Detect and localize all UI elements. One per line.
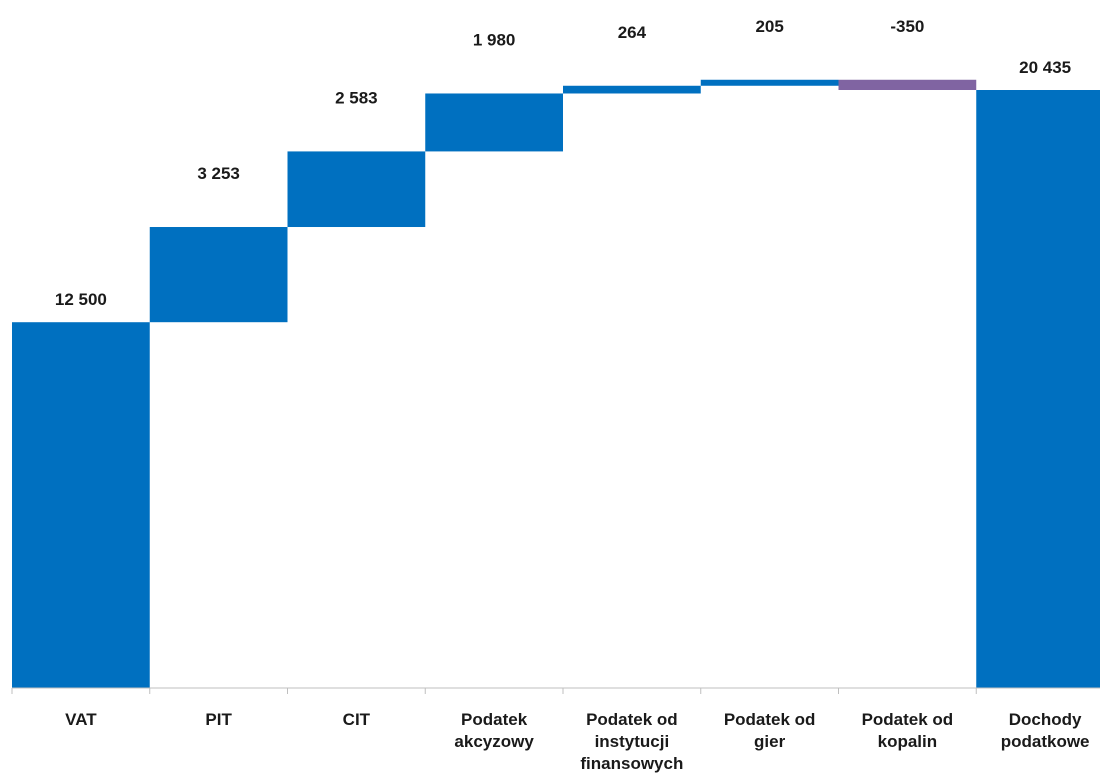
value-label-5: 264 [618,23,647,42]
category-label-line: gier [754,732,786,751]
category-label-line: Podatek od [862,710,954,729]
value-label-2: 3 253 [197,164,240,183]
category-label-6: Podatek od gier [724,710,816,751]
value-label-3: 2 583 [335,88,378,107]
value-label-1: 12 500 [55,290,107,309]
value-label-4: 1 980 [473,30,516,49]
value-label-6: 205 [755,17,783,36]
bar-4 [425,93,563,152]
category-label-line: Dochody [1009,710,1082,729]
value-label-8: 20 435 [1019,58,1071,77]
value-labels-group: 12 500 3 253 2 583 1 980 264 205 -350 20 435 [55,17,1071,309]
bar-7 [838,79,977,90]
category-label-7: Podatek od kopalin [862,710,954,751]
category-label-line: instytucji [595,732,670,751]
category-labels-group: VAT PIT CIT Podatek akcyzowy Podatek od instyt… [65,710,1089,773]
bar-1 [12,322,150,688]
bar-6 [700,79,839,86]
category-label-line: Podatek [461,710,528,729]
category-label-1: VAT [65,710,97,729]
category-label-line: podatkowe [1001,732,1090,751]
category-label-line: Podatek od [724,710,816,729]
bar-8 [976,90,1100,688]
category-label-line: kopalin [878,732,938,751]
bar-3 [287,151,426,228]
category-label-4: Podatek akcyzowy [454,710,534,751]
category-label-line: PIT [205,710,232,729]
category-label-3: CIT [343,710,371,729]
category-label-line: Podatek od [586,710,678,729]
bar-2 [149,227,288,323]
category-label-line: VAT [65,710,97,729]
category-label-line: akcyzowy [454,732,534,751]
bars-group [12,79,1100,688]
category-label-line: CIT [343,710,371,729]
bar-5 [563,85,701,94]
value-label-7: -350 [890,17,924,36]
category-label-line: finansowych [580,754,683,773]
category-label-5: Podatek od instytucji finansowych [580,710,683,773]
x-axis [11,687,1100,694]
category-label-8: Dochody podatkowe [1001,710,1090,751]
category-label-2: PIT [205,710,232,729]
